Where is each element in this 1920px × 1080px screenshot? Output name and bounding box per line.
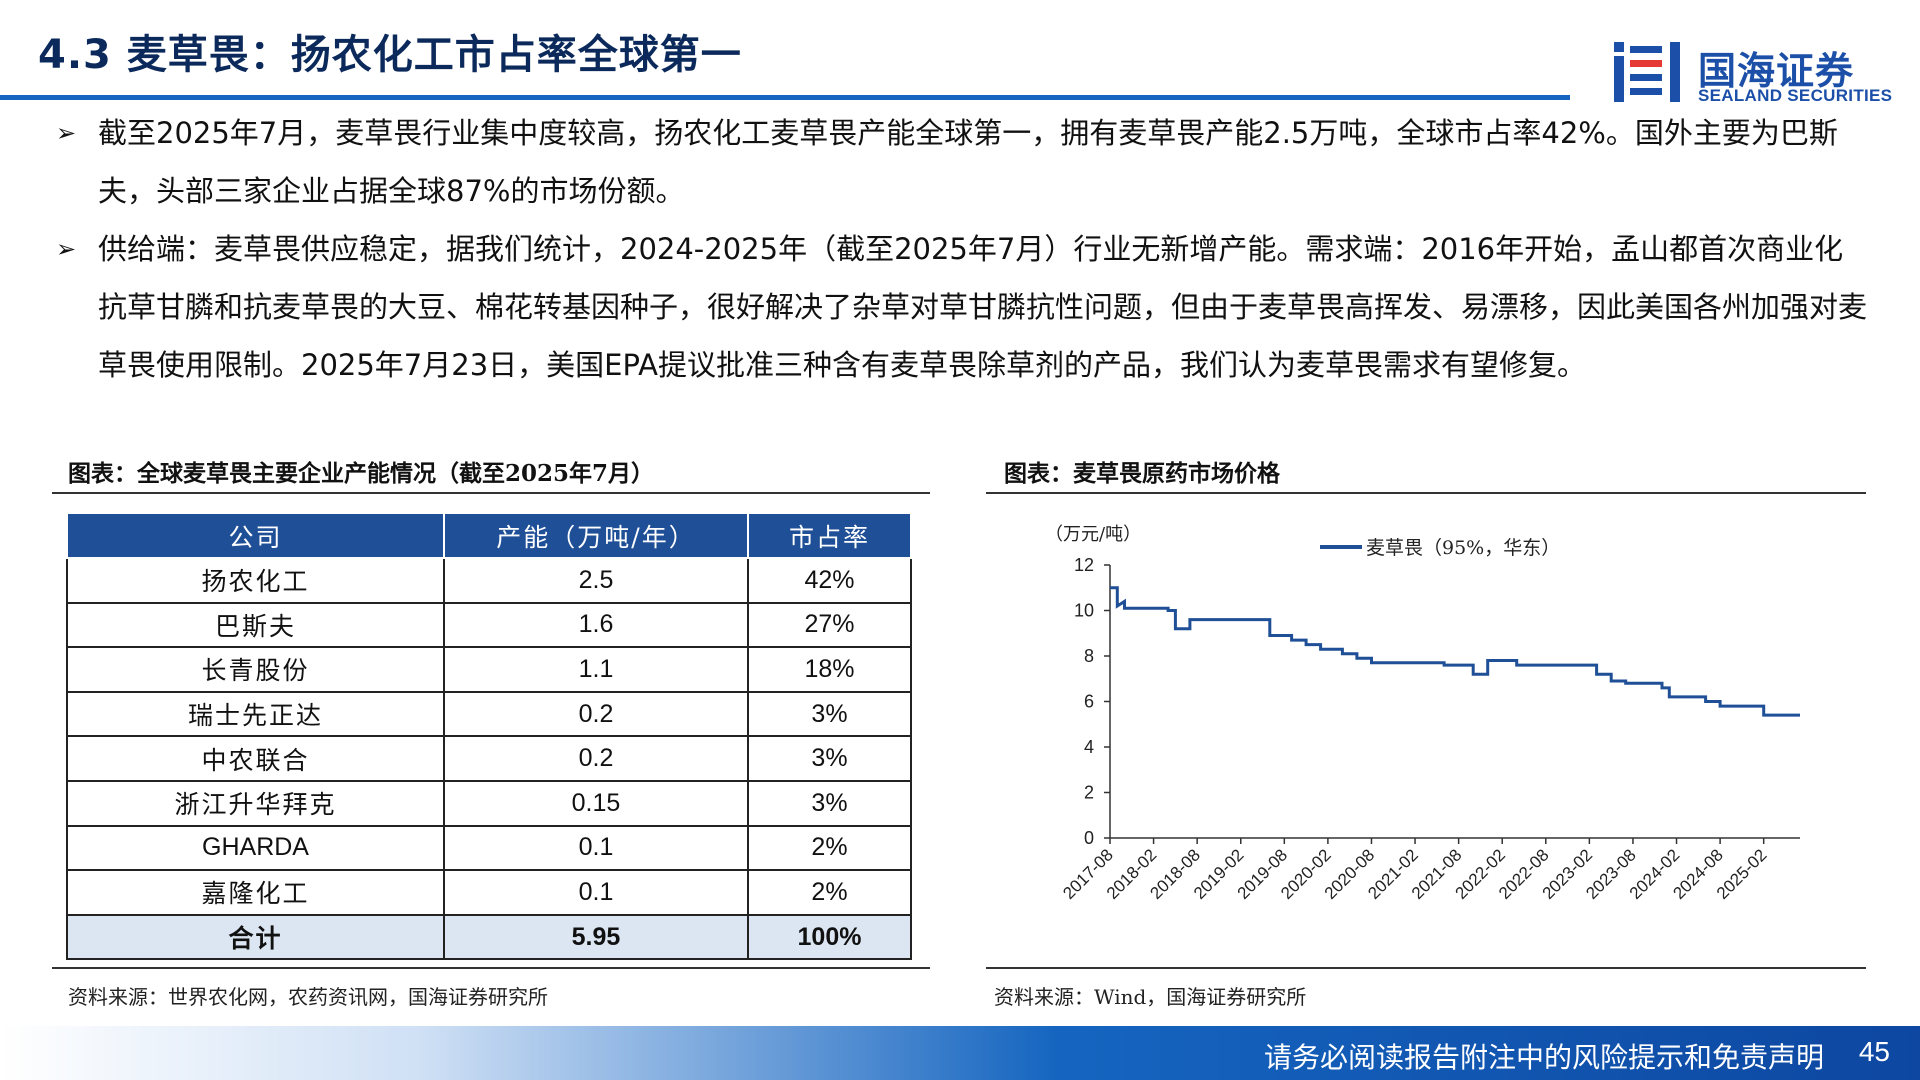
cell-company: 长青股份 xyxy=(66,646,445,693)
y-tick-label: 4 xyxy=(1084,737,1094,757)
table-caption: 图表：全球麦草畏主要企业产能情况（截至2025年7月） xyxy=(68,460,655,487)
table-row: 嘉隆化工 0.1 2% xyxy=(66,869,912,916)
bullet-item: ➢ 供给端：麦草畏供应稳定，据我们统计，2024-2025年（截至2025年7月… xyxy=(52,220,1872,394)
table-row: 巴斯夫 1.6 27% xyxy=(66,601,912,649)
cell-capacity: 0.15 xyxy=(443,779,749,827)
bullet-list: ➢ 截至2025年7月，麦草畏行业集中度较高，扬农化工麦草畏产能全球第一，拥有麦… xyxy=(52,104,1872,394)
bullet-text: 截至2025年7月，麦草畏行业集中度较高，扬农化工麦草畏产能全球第一，拥有麦草畏… xyxy=(98,116,1838,208)
cell-company: 浙江升华拜克 xyxy=(66,779,445,827)
y-tick-label: 10 xyxy=(1074,601,1094,621)
cell-share: 27% xyxy=(747,601,912,649)
cell-capacity: 1.1 xyxy=(443,646,749,693)
cell-company: 扬农化工 xyxy=(66,557,445,604)
table-row: 瑞士先正达 0.2 3% xyxy=(66,690,912,738)
cell-share: 2% xyxy=(747,824,912,872)
price-chart: （万元/吨）0246810122017-082018-022018-082019… xyxy=(1045,524,1800,903)
y-tick-label: 6 xyxy=(1084,692,1094,712)
table-source: 资料来源：世界农化网，农药资讯网，国海证券研究所 xyxy=(68,985,548,1009)
chart-caption: 图表：麦草畏原药市场价格 xyxy=(1004,460,1280,487)
table-row: 中农联合 0.2 3% xyxy=(66,735,912,782)
y-tick-label: 8 xyxy=(1084,646,1094,666)
cell-share: 3% xyxy=(747,735,912,782)
cell-capacity: 5.95 xyxy=(443,913,749,961)
cell-company: 嘉隆化工 xyxy=(66,869,445,916)
bullet-item: ➢ 截至2025年7月，麦草畏行业集中度较高，扬农化工麦草畏产能全球第一，拥有麦… xyxy=(52,104,1872,220)
cell-company: GHARDA xyxy=(66,824,445,872)
table-row: 扬农化工 2.5 42% xyxy=(66,557,912,604)
logo-cn-text: 国海证券 xyxy=(1698,49,1855,93)
column-header-share: 市占率 xyxy=(747,512,912,559)
company-logo: 国海证券 SEALAND SECURITIES xyxy=(1612,38,1902,106)
cell-capacity: 0.1 xyxy=(443,824,749,872)
title-rule xyxy=(0,95,1570,100)
cell-capacity: 0.2 xyxy=(443,735,749,782)
capacity-table: 公司 产能（万吨/年） 市占率 扬农化工 2.5 42% 巴斯夫 1.6 27% 长青股份 1… xyxy=(66,512,912,961)
table-row: 浙江升华拜克 0.15 3% xyxy=(66,779,912,827)
footer-disclaimer: 请务必阅读报告附注中的风险提示和免责声明 xyxy=(1263,1041,1824,1074)
cell-capacity: 0.2 xyxy=(443,690,749,738)
cell-capacity: 0.1 xyxy=(443,869,749,916)
table-total-row: 合计 5.95 100% xyxy=(66,913,912,961)
source-rule xyxy=(986,967,1866,969)
series-line xyxy=(1110,586,1800,717)
legend-label: 麦草畏（95%，华东） xyxy=(1366,537,1560,559)
arrow-bullet-icon: ➢ xyxy=(56,235,77,263)
column-header-company: 公司 xyxy=(66,512,445,559)
caption-rule xyxy=(986,492,1866,494)
cell-capacity: 2.5 xyxy=(443,557,749,604)
y-axis-unit-label: （万元/吨） xyxy=(1045,524,1141,545)
cell-share: 3% xyxy=(747,690,912,738)
cell-share: 3% xyxy=(747,779,912,827)
table-row: 长青股份 1.1 18% xyxy=(66,646,912,693)
cell-capacity: 1.6 xyxy=(443,601,749,649)
footer-bar: 请务必阅读报告附注中的风险提示和免责声明 45 xyxy=(0,1026,1920,1080)
arrow-bullet-icon: ➢ xyxy=(56,119,77,147)
table-row: GHARDA 0.1 2% xyxy=(66,824,912,872)
sealand-logo-icon xyxy=(1614,42,1680,102)
column-header-capacity: 产能（万吨/年） xyxy=(443,512,749,559)
page-number: 45 xyxy=(1858,1036,1890,1067)
cell-company: 巴斯夫 xyxy=(66,601,445,649)
cell-share: 2% xyxy=(747,869,912,916)
source-rule xyxy=(52,967,930,969)
cell-company: 瑞士先正达 xyxy=(66,690,445,738)
caption-rule xyxy=(52,492,930,494)
cell-company: 合计 xyxy=(66,913,445,961)
bullet-text: 供给端：麦草畏供应稳定，据我们统计，2024-2025年（截至2025年7月）行… xyxy=(98,232,1868,382)
y-tick-label: 2 xyxy=(1084,783,1094,803)
cell-company: 中农联合 xyxy=(66,735,445,782)
chart-source: 资料来源：Wind，国海证券研究所 xyxy=(994,985,1307,1009)
cell-share: 100% xyxy=(747,913,912,961)
y-tick-label: 0 xyxy=(1084,828,1094,848)
cell-share: 18% xyxy=(747,646,912,693)
cell-share: 42% xyxy=(747,557,912,604)
logo-en-text: SEALAND SECURITIES xyxy=(1698,86,1893,105)
y-tick-label: 12 xyxy=(1074,555,1094,575)
table-header-row: 公司 产能（万吨/年） 市占率 xyxy=(66,512,912,559)
page-title: 4.3 麦草畏：扬农化工市占率全球第一 xyxy=(38,32,742,78)
